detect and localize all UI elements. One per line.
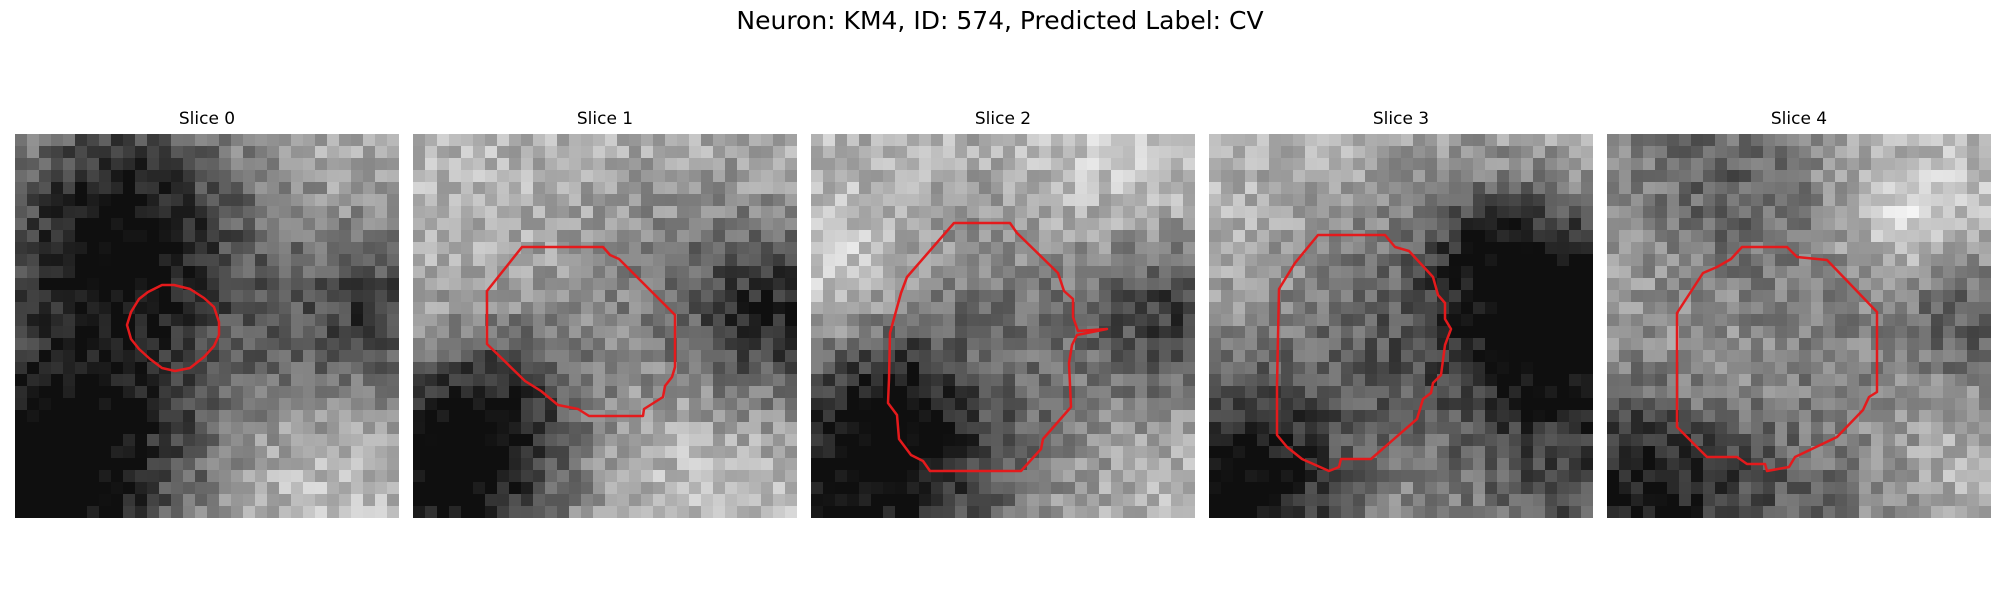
slice-panel-2: Slice 2 [811, 107, 1195, 518]
slice-title-2: Slice 2 [974, 109, 1032, 129]
slice-panel-4: Slice 4 [1607, 107, 1991, 518]
roi-outline-4 [1675, 245, 1879, 473]
slice-panel-0: Slice 0 [15, 107, 399, 518]
slice-title-1: Slice 1 [576, 109, 634, 129]
microscopy-slice-2 [811, 134, 1195, 518]
microscopy-slice-0 [15, 134, 399, 518]
slice-panel-1: Slice 1 [413, 107, 797, 518]
slice-image-3 [1209, 134, 1593, 518]
slice-title-3: Slice 3 [1372, 109, 1430, 129]
roi-outline-1 [485, 245, 677, 418]
microscopy-slice-1 [413, 134, 797, 518]
slice-panel-3: Slice 3 [1209, 107, 1593, 518]
microscopy-slice-3 [1209, 134, 1593, 518]
slice-title-0: Slice 0 [178, 109, 236, 129]
roi-outline-0 [125, 283, 221, 373]
roi-outline-3 [1275, 233, 1453, 473]
microscopy-slice-4 [1607, 134, 1991, 518]
slice-image-1 [413, 134, 797, 518]
slice-image-2 [811, 134, 1195, 518]
figure-title: Neuron: KM4, ID: 574, Predicted Label: C… [736, 6, 1264, 35]
slice-image-4 [1607, 134, 1991, 518]
slice-image-0 [15, 134, 399, 518]
slice-title-4: Slice 4 [1770, 109, 1828, 129]
roi-outline-2 [886, 221, 1109, 473]
